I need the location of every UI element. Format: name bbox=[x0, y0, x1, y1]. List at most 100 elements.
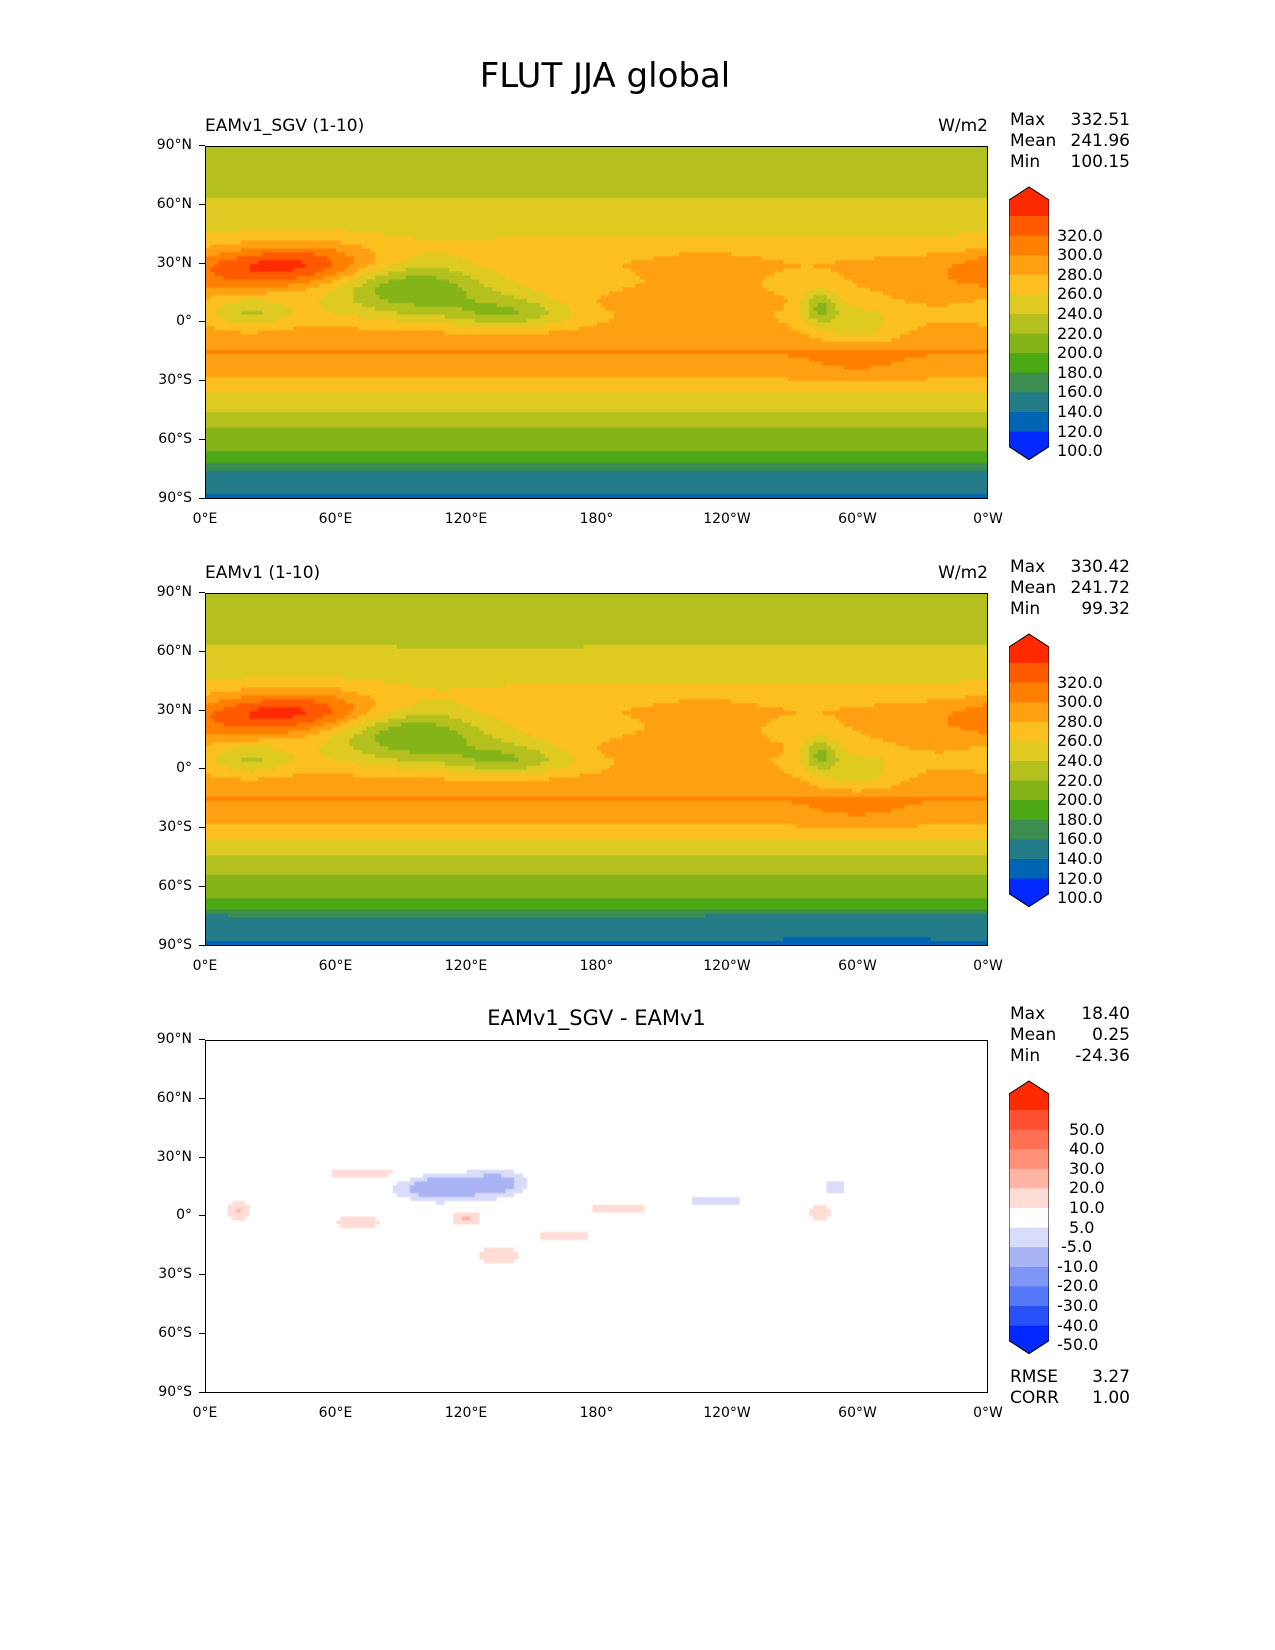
colorbar-extend bbox=[1009, 187, 1049, 216]
x-tick-label: 60°W bbox=[838, 958, 877, 974]
x-tick-label: 120°W bbox=[703, 958, 751, 974]
colorbar-segment bbox=[1009, 761, 1049, 782]
x-tick-label: 120°E bbox=[444, 1405, 488, 1421]
x-tick-label: 0°E bbox=[192, 1405, 218, 1421]
colorbar-tick-label: 160.0 bbox=[1057, 382, 1103, 402]
stat-name: Mean bbox=[1010, 131, 1057, 151]
metric-name: CORR bbox=[1010, 1388, 1059, 1408]
x-tick-label: 0°W bbox=[973, 1405, 1003, 1421]
x-tick-label: 120°W bbox=[703, 511, 751, 527]
y-tick-label: 0° bbox=[140, 760, 205, 776]
stat-name: Mean bbox=[1010, 1025, 1057, 1045]
stat-name: Mean bbox=[1010, 578, 1057, 598]
colorbar-tick-label: 180.0 bbox=[1057, 362, 1103, 382]
colorbar-segment bbox=[1009, 1208, 1049, 1229]
colorbar-tick-label: 280.0 bbox=[1057, 264, 1103, 284]
x-tick-label: 0°W bbox=[973, 958, 1003, 974]
x-tick-label: 180° bbox=[579, 958, 614, 974]
x-tick-label: 60°E bbox=[318, 1405, 353, 1421]
y-tick-label: 60°N bbox=[140, 196, 205, 212]
stat-value: 241.72 bbox=[1070, 578, 1130, 598]
metric-name: RMSE bbox=[1010, 1367, 1059, 1387]
stat-value: 99.32 bbox=[1081, 599, 1130, 619]
x-tick-label: 60°W bbox=[838, 511, 877, 527]
contour-field bbox=[206, 1041, 987, 1392]
stat-name: Max bbox=[1010, 1004, 1046, 1024]
colorbar-segment bbox=[1009, 392, 1049, 413]
colorbar-tick-label: 10.0 bbox=[1069, 1198, 1105, 1217]
colorbar-segment bbox=[1009, 274, 1049, 295]
stat-value: 332.51 bbox=[1070, 110, 1130, 130]
stat-value: 18.40 bbox=[1081, 1004, 1130, 1024]
stat-value: 0.25 bbox=[1092, 1025, 1130, 1045]
y-tick-label: 90°S bbox=[140, 490, 205, 506]
stat-name: Max bbox=[1010, 110, 1046, 130]
y-tick-label: 90°S bbox=[140, 937, 205, 953]
metric-value: 3.27 bbox=[1092, 1367, 1130, 1387]
colorbar-extend bbox=[1009, 634, 1049, 663]
colorbar-tick-label: 200.0 bbox=[1057, 343, 1103, 363]
colorbar-tick-label: 120.0 bbox=[1057, 421, 1103, 441]
units-label: W/m2 bbox=[938, 563, 988, 583]
colorbar-tick-label: 30.0 bbox=[1069, 1158, 1105, 1178]
stat-row: Min -24.36 bbox=[1010, 1046, 1130, 1067]
y-tick-label: 30°N bbox=[140, 702, 205, 718]
stat-value: 100.15 bbox=[1070, 152, 1130, 172]
colorbar-tick-label: 320.0 bbox=[1057, 225, 1103, 245]
x-tick-label: 60°E bbox=[318, 958, 353, 974]
colorbar-segment bbox=[1009, 1188, 1049, 1209]
map-plot-area bbox=[205, 1040, 988, 1393]
map-panel-3: EAMv1_SGV - EAMv1 90°N 60°N 30°N 0° 30°S 60°S 9… bbox=[0, 1004, 1275, 1500]
colorbar-segment bbox=[1009, 1129, 1049, 1150]
x-tick-label: 0°E bbox=[192, 958, 218, 974]
colorbar-tick-label: 300.0 bbox=[1057, 245, 1103, 265]
colorbar-segment bbox=[1009, 721, 1049, 742]
map-panel-2: EAMv1 (1-10) W/m2 90°N 60°N 30°N 0° 30°S 60°S 90… bbox=[0, 557, 1275, 1053]
x-tick-label: 120°E bbox=[444, 958, 488, 974]
colorbar-tick-label: 220.0 bbox=[1057, 770, 1103, 790]
stat-value: 330.42 bbox=[1070, 557, 1130, 577]
y-tick-label: 0° bbox=[140, 1207, 205, 1223]
colorbar-tick-label: 5.0 bbox=[1069, 1217, 1095, 1237]
colorbar-segment bbox=[1009, 1247, 1049, 1268]
colorbar-tick-label: 140.0 bbox=[1057, 849, 1103, 868]
map-panel-1: EAMv1_SGV (1-10) W/m2 90°N 60°N 30°N 0° 30°S 60… bbox=[0, 110, 1275, 606]
colorbar-outline bbox=[1009, 633, 1049, 908]
x-tick-label: 0°W bbox=[973, 511, 1003, 527]
colorbar-tick-label: -5.0 bbox=[1061, 1237, 1093, 1257]
colorbar-segment bbox=[1009, 216, 1049, 237]
colorbar-segment bbox=[1009, 800, 1049, 821]
x-tick-label: 120°W bbox=[703, 1405, 751, 1421]
metric-value: 1.00 bbox=[1092, 1388, 1130, 1408]
colorbar-tick-label: 100.0 bbox=[1057, 441, 1103, 461]
stat-name: Max bbox=[1010, 557, 1046, 577]
colorbar-tick-label: -20.0 bbox=[1057, 1276, 1099, 1296]
stat-name: Min bbox=[1010, 152, 1041, 172]
colorbar-segment bbox=[1009, 255, 1049, 276]
x-tick-label: 180° bbox=[579, 511, 614, 527]
x-tick-label: 120°E bbox=[444, 511, 488, 527]
colorbar-extend bbox=[1009, 878, 1049, 907]
y-tick-label: 30°S bbox=[140, 1266, 205, 1282]
metric-row: CORR 1.00 bbox=[1010, 1388, 1130, 1409]
colorbar-tick-label: 240.0 bbox=[1057, 304, 1103, 323]
y-tick-label: 60°S bbox=[140, 431, 205, 447]
stat-row: Min 100.15 bbox=[1010, 152, 1130, 173]
metric-row: RMSE 3.27 bbox=[1010, 1367, 1130, 1388]
colorbar-segment bbox=[1009, 1168, 1049, 1189]
colorbar-segment bbox=[1009, 314, 1049, 335]
colorbar-tick-label: -30.0 bbox=[1057, 1296, 1099, 1315]
contour-field bbox=[206, 147, 987, 498]
y-tick-label: 90°S bbox=[140, 1384, 205, 1400]
colorbar-outline bbox=[1009, 1080, 1049, 1355]
map-plot-area bbox=[205, 146, 988, 499]
stat-value: 241.96 bbox=[1070, 131, 1130, 151]
x-tick-label: 0°E bbox=[192, 511, 218, 527]
y-tick-label: 90°N bbox=[140, 584, 205, 600]
colorbar-tick-label: 100.0 bbox=[1057, 888, 1103, 908]
metrics-box: RMSE 3.27 CORR 1.00 bbox=[1010, 1367, 1130, 1409]
colorbar-tick-label: 180.0 bbox=[1057, 809, 1103, 829]
colorbar-tick-label: 50.0 bbox=[1069, 1119, 1105, 1139]
y-tick-label: 30°N bbox=[140, 255, 205, 271]
